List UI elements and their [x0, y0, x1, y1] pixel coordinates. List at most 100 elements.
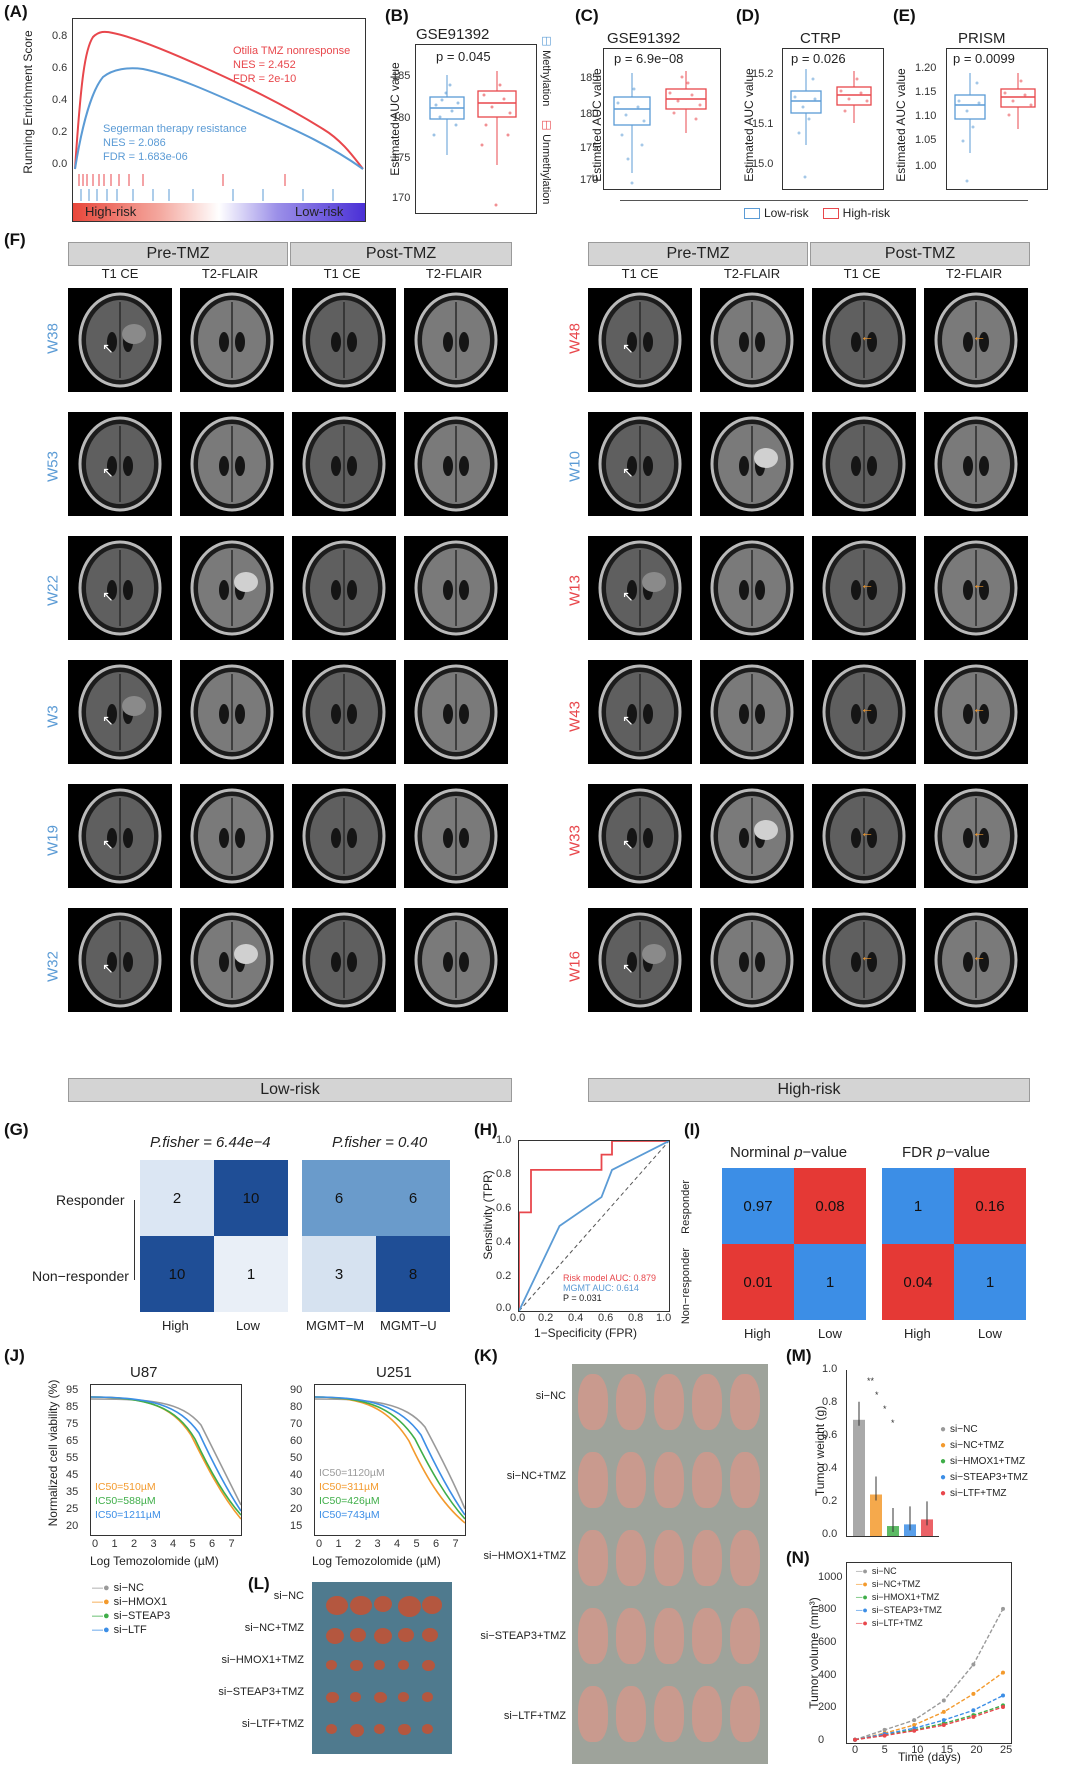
- u251-ytick: 80: [290, 1401, 303, 1413]
- i1-cell-r0c0: 0.97: [722, 1168, 794, 1244]
- mri-scan-svg: [414, 416, 498, 512]
- tumor-sample: [374, 1596, 392, 1612]
- panel-c-ytick-170: 170: [580, 174, 599, 186]
- ventricle-left: [851, 456, 861, 476]
- left-t2flair-pre: T2-FLAIR: [201, 266, 259, 281]
- mri-scan-svg: [934, 416, 1018, 512]
- mri-scan-svg: [302, 292, 386, 388]
- panel-i-row-responder: Responder: [680, 1180, 692, 1234]
- white-arrow-icon: ↖: [102, 588, 114, 604]
- i1-cell-r0c1: 0.08: [794, 1168, 866, 1244]
- ventricle-left: [107, 580, 117, 600]
- mri-scan-svg: [598, 540, 682, 636]
- left-t1ce-pre: T1 CE: [101, 266, 139, 281]
- m-legend-item: ● si−HMOX1+TMZ: [940, 1456, 1025, 1467]
- tumor-sample: [422, 1628, 439, 1643]
- panel-e-ytick-1.05: 1.05: [915, 134, 937, 146]
- mouse-body: [654, 1452, 684, 1508]
- panel-h-xtick-0.2: 0.2: [538, 1312, 554, 1324]
- panel-letter-d: (D): [736, 6, 760, 25]
- panel-b-title: GSE91392: [416, 26, 490, 43]
- m-bar-0: [853, 1419, 865, 1536]
- u251-xtick: 2: [355, 1538, 362, 1550]
- case-label-right-4: W33: [566, 825, 584, 856]
- n-svg: [853, 1606, 1005, 1742]
- tumor-sample: [398, 1660, 409, 1670]
- panel-h-xtick-0.0: 0.0: [510, 1312, 526, 1324]
- mri-scan-r0-c4: ↖: [588, 288, 692, 392]
- mri-scan-r2-c1: [180, 536, 284, 640]
- gsea-curve-segerman: [74, 67, 364, 170]
- ventricle-left: [739, 828, 749, 848]
- m-legend-item: ● si−NC: [940, 1424, 978, 1435]
- n-xtick: 5: [881, 1744, 888, 1756]
- n-line-1: [854, 1672, 1004, 1741]
- panel-b-ytick-170: 170: [392, 192, 411, 204]
- panel-i-title2-tail: −value: [945, 1144, 990, 1161]
- white-arrow-icon: ↖: [622, 960, 634, 976]
- right-t1ce-pre: T1 CE: [621, 266, 659, 281]
- ventricle-right: [235, 456, 245, 476]
- u251-ic50-orange: IC50=311µM: [319, 1481, 379, 1493]
- ventricle-left: [739, 580, 749, 600]
- panel-a-gradient-bar: [73, 203, 365, 221]
- panel-i-title2: FDR p−value: [902, 1144, 990, 1161]
- left-pre-tmz-bar: Pre-TMZ: [68, 242, 288, 266]
- mri-scan-svg: [190, 416, 274, 512]
- ventricle-left: [963, 456, 973, 476]
- ventricle-right: [347, 580, 357, 600]
- mri-scan-svg: [78, 416, 162, 512]
- i2-col-high: High: [904, 1326, 931, 1341]
- n-point: [941, 1709, 946, 1714]
- panel-letter-k: (K): [474, 1346, 498, 1365]
- white-arrow-icon: ↖: [102, 960, 114, 976]
- u251-xtick: 0: [316, 1538, 323, 1550]
- m-legend-label: si−LTF+TMZ: [950, 1488, 1007, 1499]
- tumor-photo: [312, 1582, 452, 1754]
- ventricle-left: [851, 580, 861, 600]
- u87-xtick: 0: [92, 1538, 99, 1550]
- ventricle-left: [219, 456, 229, 476]
- n-point: [1001, 1670, 1005, 1675]
- u251-xtick: 5: [413, 1538, 420, 1550]
- tumor-sample: [398, 1692, 409, 1702]
- panel-d-svg: [790, 69, 872, 179]
- tumor-sample: [374, 1692, 387, 1704]
- ventricle-left: [107, 332, 117, 352]
- panel-e-ytick-1.20: 1.20: [915, 62, 937, 74]
- roc-line-1: [518, 1140, 670, 1312]
- panel-a-svg: [74, 30, 364, 201]
- n-point: [1001, 1606, 1005, 1611]
- mri-scan-svg: [414, 912, 498, 1008]
- ventricle-right: [755, 704, 765, 724]
- m-ytick: 0.2: [822, 1495, 838, 1507]
- u251-ytick: 15: [290, 1520, 303, 1532]
- panel-g-row-responder: Responder: [56, 1192, 125, 1208]
- tumor-sample: [326, 1692, 339, 1704]
- mri-scan-r0-c5: [700, 288, 804, 392]
- u87-ytick: 75: [66, 1418, 79, 1430]
- ventricle-right: [979, 828, 989, 848]
- left-t2flair-post: T2-FLAIR: [425, 266, 483, 281]
- panel-a-seg-fdr: FDR = 1.683e-06: [103, 151, 188, 163]
- panel-d-title: CTRP: [800, 30, 841, 47]
- mri-scan-r0-c0: ↖: [68, 288, 172, 392]
- mri-scan-svg: [822, 292, 906, 388]
- mouse-body: [654, 1530, 684, 1586]
- i2-cell-r0c1: 0.16: [954, 1168, 1026, 1244]
- n-legend-label: si−HMOX1+TMZ: [871, 1592, 940, 1602]
- mouse-body: [692, 1530, 722, 1586]
- ventricle-left: [443, 332, 453, 352]
- mouse-body: [578, 1452, 608, 1508]
- panel-n-plot: [846, 1562, 1012, 1744]
- mri-scan-r1-c5: [700, 412, 804, 516]
- ventricle-right: [867, 580, 877, 600]
- panel-cde-axis-line: [620, 200, 1028, 201]
- m-ytick: 0.4: [822, 1462, 838, 1474]
- ventricle-right: [459, 456, 469, 476]
- tumor-sample: [326, 1628, 344, 1644]
- g2-cell-r0c0: 6: [302, 1160, 376, 1236]
- panel-b-legend-meth: ◫ Methylation: [540, 34, 552, 107]
- mri-scan-svg: [190, 788, 274, 884]
- ventricle-right: [979, 456, 989, 476]
